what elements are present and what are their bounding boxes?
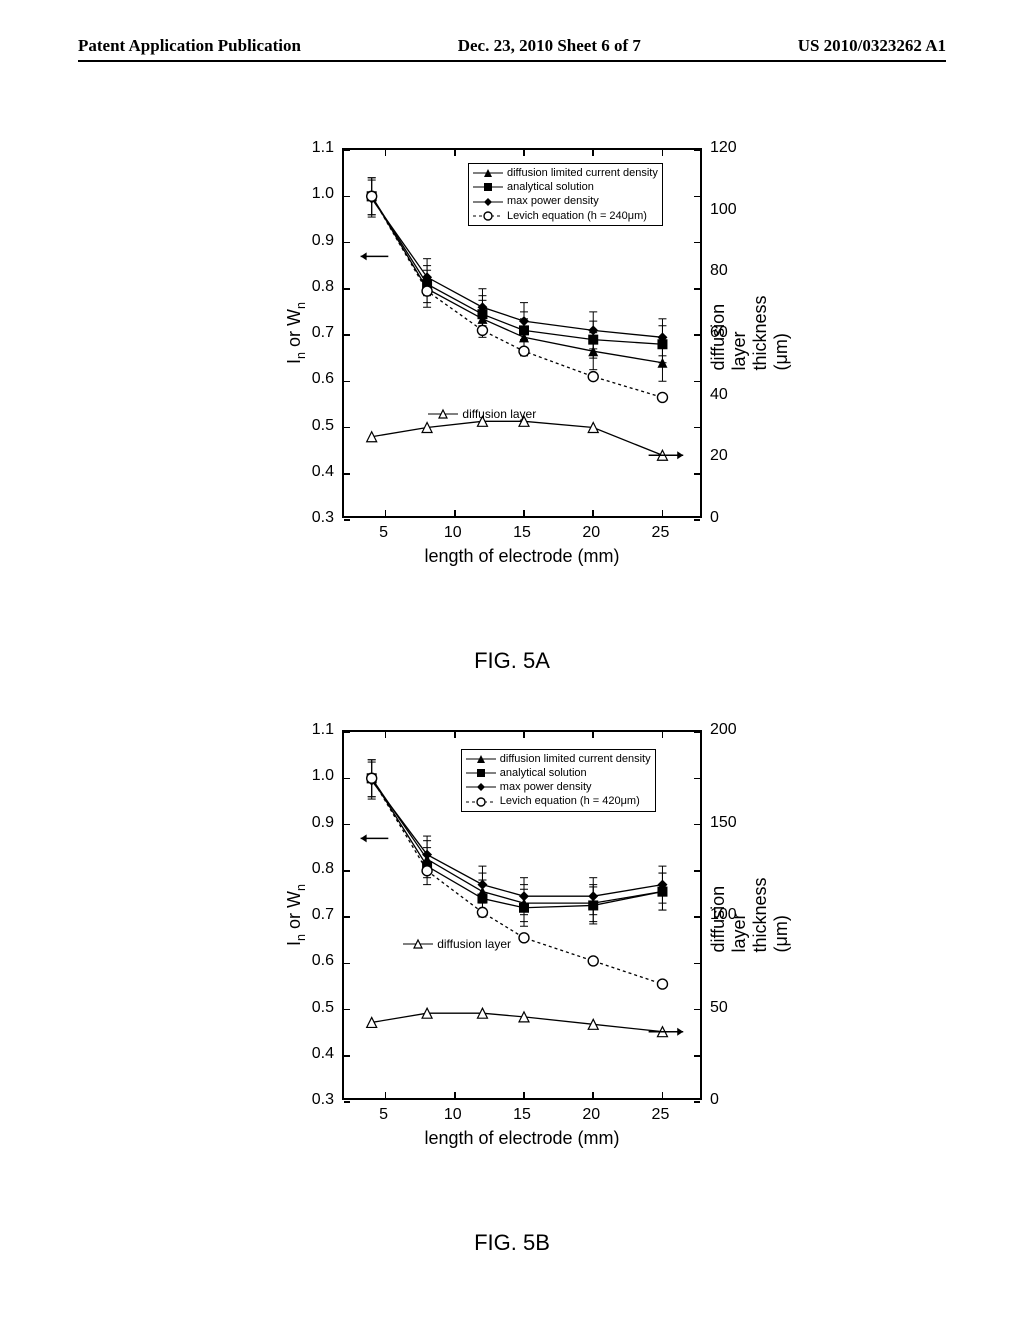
xtick-label: 25 bbox=[652, 1106, 670, 1124]
legend-label: diffusion limited current density bbox=[500, 752, 651, 766]
ytick-left-label: 0.7 bbox=[312, 906, 334, 924]
figure-caption-5b: FIG. 5B bbox=[262, 1230, 762, 1256]
y-axis-left-label: In or Wn bbox=[284, 302, 308, 364]
legend-label: diffusion limited current density bbox=[507, 166, 658, 180]
inline-legend-diffusion-layer: diffusion layer bbox=[428, 407, 536, 421]
legend-row: max power density bbox=[473, 194, 658, 208]
chart-5a: 5 10 15 20 25 0.3 0.4 0.5 0.6 0.7 0.8 0.9 1.0 1.1 0 20 4… bbox=[262, 138, 762, 588]
ytick-right-label: 20 bbox=[710, 447, 728, 465]
legend-row: analytical solution bbox=[473, 180, 658, 194]
ytick-left-label: 0.6 bbox=[312, 952, 334, 970]
x-axis-label: length of electrode (mm) bbox=[424, 1128, 619, 1149]
ytick-right-label: 120 bbox=[710, 139, 737, 157]
legend-row: Levich equation (h = 240μm) bbox=[473, 209, 658, 223]
ytick-left-label: 1.0 bbox=[312, 767, 334, 785]
ytick-right-label: 0 bbox=[710, 509, 719, 527]
xtick-label: 10 bbox=[444, 1106, 462, 1124]
xtick-label: 15 bbox=[513, 1106, 531, 1124]
ytick-right-label: 150 bbox=[710, 814, 737, 832]
legend-label: analytical solution bbox=[507, 180, 594, 194]
inline-legend-label: diffusion layer bbox=[437, 937, 511, 951]
ytick-left-label: 0.3 bbox=[312, 509, 334, 527]
ytick-left-label: 0.6 bbox=[312, 370, 334, 388]
ytick-left-label: 0.4 bbox=[312, 463, 334, 481]
ytick-left-label: 1.1 bbox=[312, 721, 334, 739]
ytick-left-label: 0.8 bbox=[312, 860, 334, 878]
ytick-right-label: 100 bbox=[710, 201, 737, 219]
chart-5b: 5 10 15 20 25 0.3 0.4 0.5 0.6 0.7 0.8 0.9 1.0 1.1 0 50 1… bbox=[262, 720, 762, 1170]
ytick-left-label: 0.3 bbox=[312, 1091, 334, 1109]
legend-row: analytical solution bbox=[466, 766, 651, 780]
legend: diffusion limited current densityanalyti… bbox=[461, 749, 656, 812]
legend-label: Levich equation (h = 420μm) bbox=[500, 794, 640, 808]
header-rule bbox=[78, 60, 946, 62]
ytick-left-label: 0.4 bbox=[312, 1045, 334, 1063]
page-header: Patent Application Publication Dec. 23, … bbox=[0, 36, 1024, 56]
header-center: Dec. 23, 2010 Sheet 6 of 7 bbox=[458, 36, 641, 56]
xtick-label: 10 bbox=[444, 524, 462, 542]
y-axis-left-label: In or Wn bbox=[284, 884, 308, 946]
legend: diffusion limited current densityanalyti… bbox=[468, 163, 663, 226]
legend-label: max power density bbox=[500, 780, 592, 794]
ytick-right-label: 200 bbox=[710, 721, 737, 739]
xtick-label: 15 bbox=[513, 524, 531, 542]
ytick-left-label: 0.5 bbox=[312, 999, 334, 1017]
legend-row: diffusion limited current density bbox=[473, 166, 658, 180]
inline-legend-label: diffusion layer bbox=[462, 407, 536, 421]
ytick-left-label: 1.0 bbox=[312, 185, 334, 203]
ytick-left-label: 0.8 bbox=[312, 278, 334, 296]
x-axis-label: length of electrode (mm) bbox=[424, 546, 619, 567]
xtick-label: 20 bbox=[582, 1106, 600, 1124]
legend-row: diffusion limited current density bbox=[466, 752, 651, 766]
legend-row: Levich equation (h = 420μm) bbox=[466, 794, 651, 808]
legend-label: max power density bbox=[507, 194, 599, 208]
header-left: Patent Application Publication bbox=[78, 36, 301, 56]
xtick-label: 25 bbox=[652, 524, 670, 542]
legend-label: analytical solution bbox=[500, 766, 587, 780]
figure-5b: 5 10 15 20 25 0.3 0.4 0.5 0.6 0.7 0.8 0.9 1.0 1.1 0 50 1… bbox=[262, 720, 762, 1256]
ytick-left-label: 0.5 bbox=[312, 417, 334, 435]
xtick-label: 5 bbox=[379, 524, 388, 542]
y-axis-right-label: diffusion layer thickness (μm) bbox=[708, 877, 792, 952]
ytick-left-label: 0.7 bbox=[312, 324, 334, 342]
ytick-left-label: 0.9 bbox=[312, 814, 334, 832]
ytick-right-label: 80 bbox=[710, 262, 728, 280]
legend-row: max power density bbox=[466, 780, 651, 794]
xtick-label: 5 bbox=[379, 1106, 388, 1124]
ytick-right-label: 50 bbox=[710, 999, 728, 1017]
y-axis-right-label: diffusion layer thickness (μm) bbox=[708, 295, 792, 370]
ytick-left-label: 1.1 bbox=[312, 139, 334, 157]
legend-label: Levich equation (h = 240μm) bbox=[507, 209, 647, 223]
figure-caption-5a: FIG. 5A bbox=[262, 648, 762, 674]
ytick-right-label: 0 bbox=[710, 1091, 719, 1109]
xtick-label: 20 bbox=[582, 524, 600, 542]
figure-5a: 5 10 15 20 25 0.3 0.4 0.5 0.6 0.7 0.8 0.9 1.0 1.1 0 20 4… bbox=[262, 138, 762, 674]
ytick-right-label: 40 bbox=[710, 386, 728, 404]
header-right: US 2010/0323262 A1 bbox=[798, 36, 946, 56]
ytick-left-label: 0.9 bbox=[312, 232, 334, 250]
inline-legend-diffusion-layer: diffusion layer bbox=[403, 937, 511, 951]
